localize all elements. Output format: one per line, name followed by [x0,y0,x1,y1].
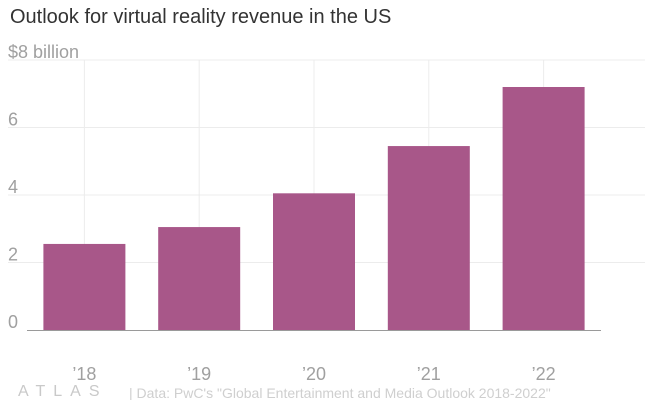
bar [158,227,241,330]
x-tick-label: ’19 [187,364,211,384]
x-tick-label: ’20 [302,364,326,384]
y-tick-label: $8 billion [8,42,79,62]
bar [502,87,585,330]
bar [387,146,470,330]
tick-labels: 0 2 4 6 $8 billion ’18 ’19 ’20 ’21 ’22 [8,42,556,384]
x-tick-label: ’18 [72,364,96,384]
bar [43,243,126,330]
chart-title: Outlook for virtual reality revenue in t… [10,6,392,28]
source-note: | Data: PwC's "Global Entertainment and … [129,385,551,400]
footer: ATLAS | Data: PwC's "Global Entertainmen… [0,383,656,400]
y-tick-label: 4 [8,177,18,197]
y-tick-label: 6 [8,110,18,130]
x-tick-label: ’22 [532,364,556,384]
y-tick-label: 0 [8,312,18,332]
bar [273,193,355,330]
y-tick-label: 2 [8,245,18,265]
atlas-logo: ATLAS [18,383,108,400]
bars [43,87,585,330]
x-tick-label: ’21 [417,364,441,384]
